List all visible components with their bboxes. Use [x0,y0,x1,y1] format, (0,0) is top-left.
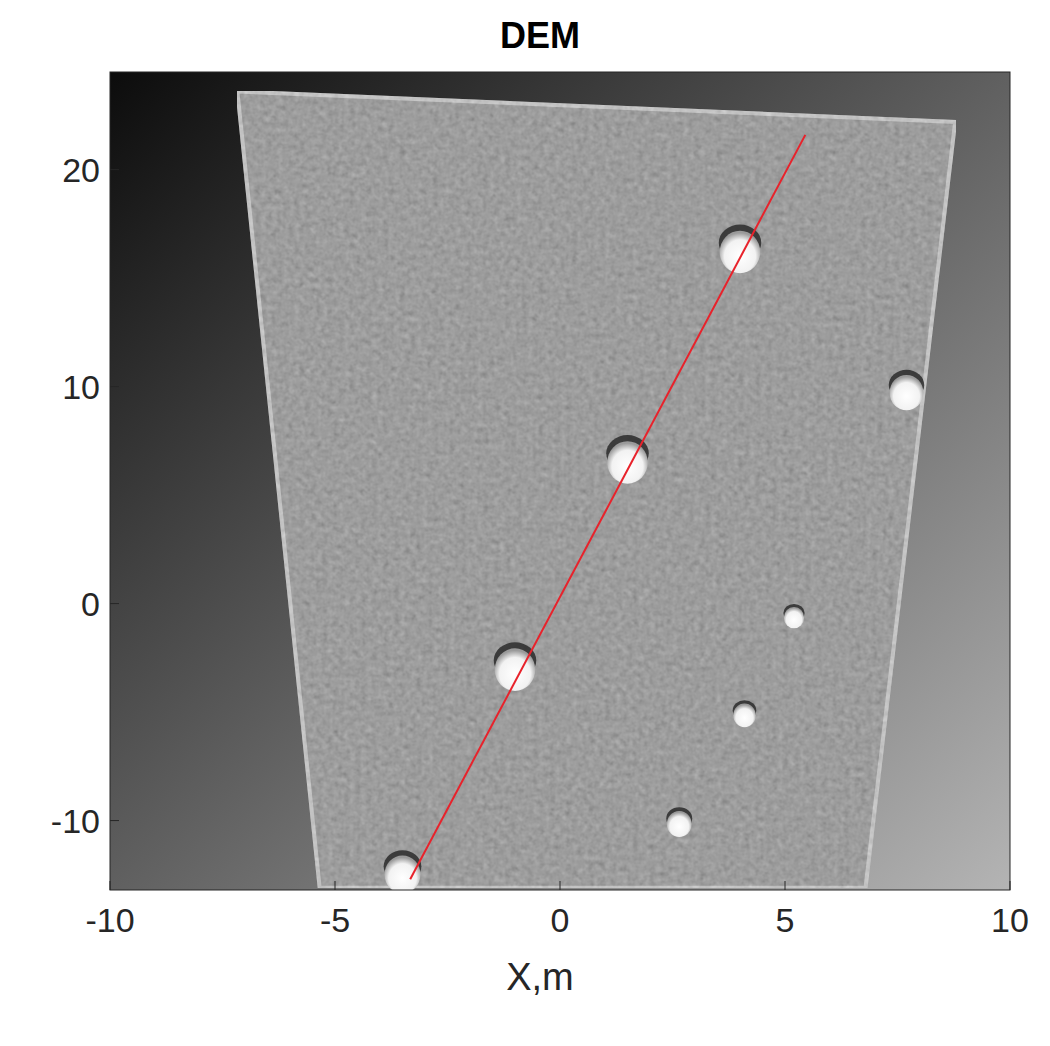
blob [890,375,924,410]
x-tick-label: -10 [85,901,134,939]
x-axis-title: X,m [506,956,574,998]
x-tick [560,881,561,890]
chart: DEM -10 -5 0 5 10 -10 0 10 20 X,m [0,0,1050,1046]
blob [667,811,692,837]
y-tick [110,820,119,821]
x-tick [1010,881,1011,890]
profile-line [410,135,805,879]
y-tick-label: 0 [81,585,100,623]
blob [784,607,804,628]
x-tick [335,881,336,890]
blob [733,704,756,728]
x-tick [110,881,111,890]
y-tick-label: -10 [51,802,100,840]
blob [385,856,421,890]
x-tick-label: 0 [551,901,570,939]
frame [110,72,1010,890]
title: DEM [500,15,580,56]
x-tick-label: -5 [320,901,350,939]
blob [607,441,648,484]
x-tick [785,881,786,890]
plot-area [110,72,1010,890]
blob [720,231,761,274]
x-tick-label: 10 [991,901,1029,939]
y-tick [110,386,119,387]
y-tick [110,603,119,604]
y-tick [110,169,119,170]
background [110,72,1010,890]
y-tick-label: 10 [62,368,100,406]
x-tick-label: 5 [776,901,795,939]
y-tick-label: 20 [62,151,100,189]
survey-area [237,92,955,888]
